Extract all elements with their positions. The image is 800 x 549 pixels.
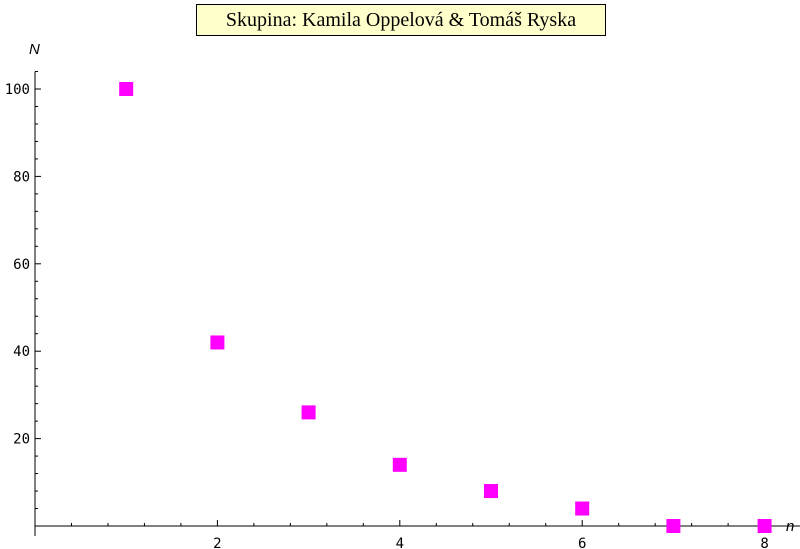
y-axis-label: N bbox=[29, 41, 40, 58]
data-point bbox=[210, 335, 225, 350]
ticks: 2 4 6 8 20 40 60 80 100 bbox=[5, 71, 769, 549]
y-tick-label: 60 bbox=[13, 257, 30, 273]
data-point bbox=[757, 519, 772, 533]
y-tick-label: 20 bbox=[13, 432, 30, 448]
axes bbox=[34, 71, 800, 536]
y-tick-label: 80 bbox=[13, 169, 30, 185]
y-tick-label: 40 bbox=[13, 344, 30, 360]
y-tick-label: 100 bbox=[5, 82, 30, 98]
data-point bbox=[301, 405, 316, 420]
data-point bbox=[666, 519, 681, 533]
x-axis-label: n bbox=[786, 518, 794, 535]
x-tick-label: 8 bbox=[760, 536, 768, 549]
x-tick-label: 4 bbox=[396, 536, 404, 549]
data-point bbox=[575, 501, 590, 516]
x-tick-label: 2 bbox=[213, 536, 221, 549]
data-point bbox=[119, 82, 134, 96]
x-tick-label: 6 bbox=[578, 536, 586, 549]
data-points bbox=[119, 82, 772, 533]
data-point bbox=[484, 484, 498, 499]
data-point bbox=[392, 457, 407, 472]
chart-title: Skupina: Kamila Oppelová & Tomáš Ryska bbox=[196, 4, 606, 36]
